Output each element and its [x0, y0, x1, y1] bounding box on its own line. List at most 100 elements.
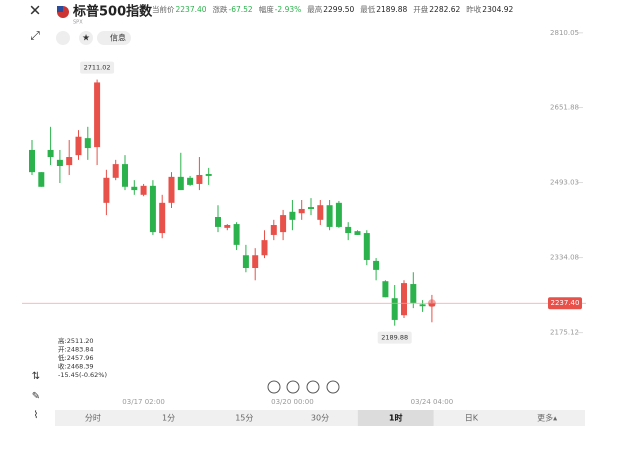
stat-value: 2299.50 — [323, 5, 354, 14]
candle-body — [38, 172, 45, 187]
zoom-out[interactable] — [267, 380, 281, 394]
info-line: 收:2468.39 — [58, 362, 94, 371]
stat-label: 昨收 — [466, 4, 481, 14]
candle-body — [298, 208, 305, 214]
stat-label: 当前价 — [152, 4, 175, 14]
candle-body — [391, 298, 398, 320]
candle-body — [187, 177, 194, 185]
alert-button[interactable] — [56, 31, 70, 45]
candle-body — [373, 260, 380, 270]
tab-bar — [55, 410, 585, 426]
candle-body — [345, 226, 352, 234]
zoom-in[interactable] — [326, 380, 340, 394]
dropdown-arrow[interactable]: ▾ — [140, 8, 144, 17]
candle-body — [56, 159, 63, 167]
candle-body — [252, 255, 259, 268]
info-line: 低:2457.96 — [58, 353, 94, 362]
candle-body — [75, 136, 82, 156]
candle-body — [196, 174, 203, 184]
info-line: 高:2511.20 — [58, 336, 94, 345]
stat-value: -2.93% — [275, 5, 302, 14]
y-tick-label: 2810.05 — [550, 29, 579, 37]
candle-body — [289, 211, 296, 220]
price-tag — [548, 297, 582, 310]
tab-selected — [357, 410, 434, 426]
price-dot — [427, 299, 436, 308]
candle-body — [159, 202, 166, 234]
info-line: -15.45(-0.62%) — [58, 371, 107, 379]
candle-body — [326, 205, 333, 227]
y-tick-label: 2651.88 — [550, 104, 579, 112]
candle-body — [410, 284, 417, 303]
candle-body — [401, 283, 407, 316]
candle-body — [140, 185, 147, 195]
x-tick-label: 03/17 02:00 — [122, 398, 165, 406]
stat-label: 开盘 — [413, 4, 428, 14]
candle-body — [84, 138, 91, 149]
candle-body — [261, 240, 268, 256]
candle-body — [29, 149, 35, 173]
extreme-label: 2711.02 — [84, 64, 111, 72]
extreme-tag — [377, 331, 412, 344]
x-tick-label: 03/24 04:00 — [411, 398, 454, 406]
candle-body — [215, 216, 221, 227]
stat-value: 2282.62 — [429, 5, 460, 14]
tab[interactable]: 15分 — [235, 414, 253, 423]
candle-body — [363, 233, 370, 260]
star-icon: ★ — [82, 34, 90, 44]
stat-label: 最高 — [307, 4, 322, 14]
candle-body — [224, 225, 231, 228]
tab[interactable]: 分时 — [85, 413, 101, 423]
candle-body — [103, 177, 110, 203]
candle-body — [94, 82, 101, 148]
candle-body — [131, 186, 138, 191]
candle-body — [317, 205, 324, 220]
scroll-right[interactable] — [306, 380, 320, 394]
y-tick-label: 2493.03 — [550, 179, 579, 187]
info-line: 开:2483.84 — [58, 346, 94, 354]
scroll-left[interactable] — [286, 380, 300, 394]
symbol: SPX — [73, 20, 83, 26]
candle-body — [149, 185, 156, 233]
favorite-button[interactable] — [79, 31, 93, 45]
candle-body — [177, 176, 184, 191]
close-button[interactable]: ✕ — [29, 2, 42, 20]
title: 标普500指数 — [72, 4, 153, 20]
candle-body — [66, 157, 73, 166]
flag — [57, 6, 69, 18]
stat-value: -67.52 — [229, 5, 253, 14]
candle-body — [270, 225, 277, 235]
stat-value: 2237.40 — [176, 5, 207, 14]
stat-label: 幅度 — [259, 4, 274, 14]
app-bg — [22, 0, 586, 430]
tool-icon[interactable]: ⇅ — [32, 371, 40, 382]
price-tag-label: 2237.40 — [551, 299, 580, 307]
candle-body — [382, 281, 389, 298]
stat-value: 2189.88 — [376, 5, 407, 14]
tab[interactable]: 更多▴ — [537, 413, 557, 423]
candle-body — [233, 224, 240, 245]
x-tick-label: 03/20 00:00 — [271, 398, 314, 406]
y-tick-label: 2334.08 — [550, 254, 579, 262]
candle-body — [205, 174, 212, 176]
candle-body — [47, 149, 54, 158]
zoom-controls — [267, 380, 340, 394]
stat-value: 2304.92 — [482, 5, 513, 14]
candle-body — [168, 176, 175, 203]
indicator-icon[interactable]: ⌇ — [34, 410, 39, 421]
tab[interactable]: 30分 — [311, 414, 329, 423]
tab[interactable]: 1时 — [389, 413, 403, 423]
candle-body — [335, 202, 342, 227]
draw-icon[interactable]: ✎ — [32, 391, 40, 402]
extreme-tag — [80, 61, 115, 74]
stat-label: 涨跌 — [213, 4, 228, 14]
info-button[interactable] — [97, 31, 131, 45]
expand-button[interactable]: ⤢ — [29, 29, 40, 43]
candle-body — [280, 215, 287, 233]
extreme-label: 2189.88 — [381, 334, 408, 342]
tab[interactable]: 1分 — [162, 414, 175, 423]
candle-body — [122, 164, 128, 187]
candle-body — [419, 304, 426, 307]
tab[interactable]: 日K — [465, 414, 479, 423]
